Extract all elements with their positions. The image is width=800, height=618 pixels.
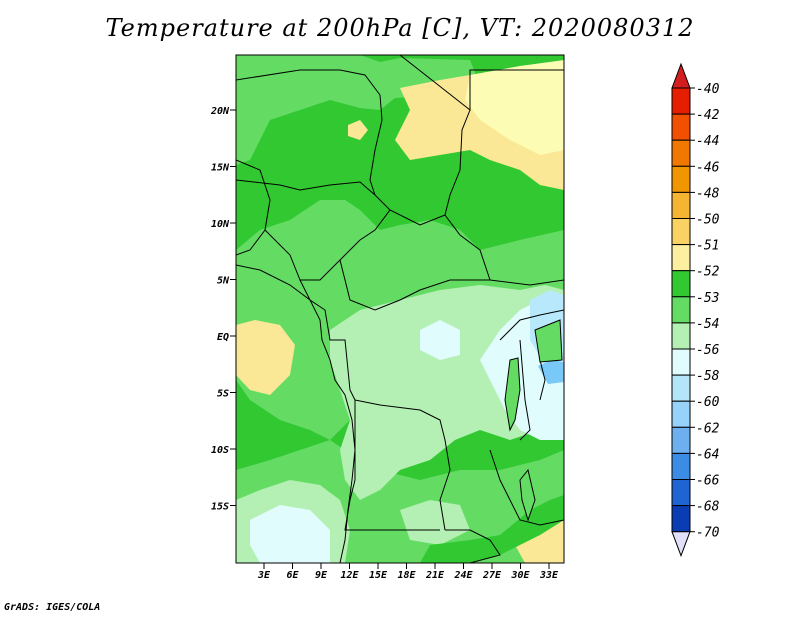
lon-label: 6E xyxy=(286,570,299,581)
field-band-56-southwest xyxy=(250,505,330,563)
lat-label: 5N xyxy=(217,276,230,287)
lon-label: 12E xyxy=(340,570,359,581)
field-band-50-northeast xyxy=(465,60,564,155)
legend-label: -70 xyxy=(696,526,720,541)
legend-label: -68 xyxy=(696,500,720,515)
legend-label: -54 xyxy=(696,317,719,332)
field-band-54-south xyxy=(400,500,470,545)
legend-swatch xyxy=(671,113,691,141)
legend-label: -64 xyxy=(696,447,719,462)
legend-swatch xyxy=(671,296,691,324)
lat-label: 10S xyxy=(211,445,229,456)
lat-label: 5S xyxy=(217,389,229,400)
legend-swatch xyxy=(671,165,691,193)
legend-swatch xyxy=(671,479,691,507)
country-borders xyxy=(236,55,564,563)
lat-label: 20N xyxy=(210,106,230,117)
legend-label: -48 xyxy=(696,186,720,201)
legend-swatch xyxy=(671,400,691,428)
legend-swatch xyxy=(671,244,691,272)
lon-label: 9E xyxy=(315,570,328,581)
legend-label: -50 xyxy=(696,213,720,228)
lat-label: 15N xyxy=(211,163,230,174)
legend-swatch xyxy=(671,87,691,115)
legend-label: -42 xyxy=(696,108,720,123)
longitude-axis: 3E 6E 9E 12E 15E 18E 21E 24E 27E 30E 33E xyxy=(257,563,559,581)
field-band-60-east xyxy=(538,360,564,384)
color-legend: -40 -42 -44 -46 -48 -50 -51 -52 -53 -54 -56 -58 -60 -… xyxy=(671,62,720,558)
legend-top-arrow xyxy=(671,62,691,89)
lon-label: 18E xyxy=(397,570,416,581)
legend-swatch xyxy=(671,374,691,402)
legend-label: -58 xyxy=(696,369,720,384)
legend-label: -62 xyxy=(696,421,720,436)
lat-label: 15S xyxy=(211,502,229,513)
lon-label: 15E xyxy=(369,570,388,581)
lon-label: 24E xyxy=(453,570,473,581)
latitude-axis: 20N 15N 10N 5N EQ 5S 10S 15S xyxy=(210,106,236,513)
legend-label: -53 xyxy=(696,291,719,306)
field-band-56-basin xyxy=(420,320,460,360)
legend-swatch xyxy=(671,322,691,350)
coastline xyxy=(236,264,356,563)
legend-label: -60 xyxy=(696,395,720,410)
lon-label: 3E xyxy=(257,570,271,581)
legend-label: -46 xyxy=(696,160,720,175)
field-band-53-north xyxy=(236,55,478,165)
legend-swatch xyxy=(671,348,691,376)
legend-swatch xyxy=(671,218,691,246)
lakes xyxy=(504,319,563,522)
legend-bottom-arrow xyxy=(671,531,691,558)
grads-credit: GrADS: IGES/COLA xyxy=(4,602,101,613)
lon-label: 21E xyxy=(425,570,445,581)
legend-label: -66 xyxy=(696,474,720,489)
legend-swatch xyxy=(671,505,691,533)
legend-label: -44 xyxy=(696,134,719,149)
map-frame xyxy=(235,54,565,564)
legend-label: -40 xyxy=(696,82,720,97)
legend-swatch xyxy=(671,191,691,219)
legend-swatch xyxy=(671,452,691,480)
lon-label: 33E xyxy=(539,570,559,581)
field-band-51-small-patch xyxy=(348,120,368,140)
legend-label: -51 xyxy=(696,239,719,254)
lat-label: EQ xyxy=(217,332,229,343)
legend-label: -52 xyxy=(696,265,720,280)
legend-swatch xyxy=(671,426,691,454)
legend-label: -56 xyxy=(696,343,720,358)
field-band-51-west xyxy=(236,320,295,395)
lat-label: 10N xyxy=(211,219,230,230)
legend-swatch xyxy=(671,270,691,298)
lon-label: 30E xyxy=(510,570,530,581)
lon-label: 27E xyxy=(482,570,502,581)
chart-title: Temperature at 200hPa [C], VT: 202008031… xyxy=(105,14,695,42)
legend-swatch xyxy=(671,139,691,167)
